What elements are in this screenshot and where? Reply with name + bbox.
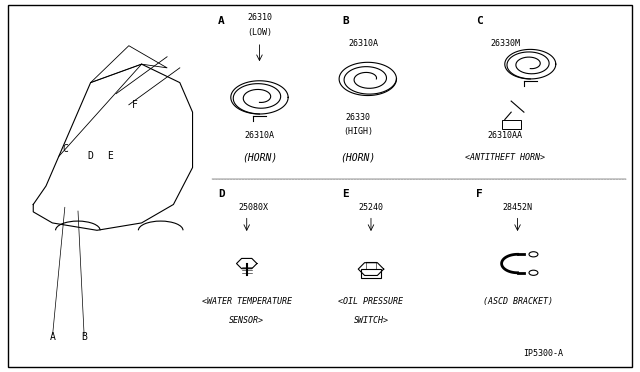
Text: 26310A: 26310A bbox=[244, 131, 275, 140]
Text: 26330M: 26330M bbox=[491, 39, 521, 48]
Text: 25080X: 25080X bbox=[238, 203, 268, 212]
Text: B: B bbox=[81, 332, 87, 342]
Text: B: B bbox=[342, 16, 349, 26]
Text: 28452N: 28452N bbox=[502, 203, 532, 212]
Text: <ANTITHEFT HORN>: <ANTITHEFT HORN> bbox=[465, 153, 545, 162]
Text: (HORN): (HORN) bbox=[242, 152, 277, 162]
Text: E: E bbox=[107, 151, 113, 161]
Text: (HIGH): (HIGH) bbox=[343, 127, 373, 136]
Text: 26310AA: 26310AA bbox=[487, 131, 522, 140]
Text: A: A bbox=[218, 16, 225, 26]
Text: SENSOR>: SENSOR> bbox=[229, 315, 264, 325]
Text: SWITCH>: SWITCH> bbox=[353, 315, 388, 325]
Text: (LOW): (LOW) bbox=[247, 28, 272, 36]
Text: D: D bbox=[88, 151, 93, 161]
Text: C: C bbox=[62, 144, 68, 154]
Text: C: C bbox=[476, 16, 483, 26]
Bar bbox=[362, 269, 381, 278]
Text: F: F bbox=[476, 189, 483, 199]
Text: <WATER TEMPERATURE: <WATER TEMPERATURE bbox=[202, 297, 292, 306]
Text: F: F bbox=[132, 100, 138, 110]
Bar bbox=[502, 119, 521, 129]
Text: (HORN): (HORN) bbox=[340, 152, 376, 162]
Text: <OIL PRESSURE: <OIL PRESSURE bbox=[339, 297, 403, 306]
Text: 26310A: 26310A bbox=[349, 39, 379, 48]
Text: 25240: 25240 bbox=[358, 203, 383, 212]
Text: E: E bbox=[342, 189, 349, 199]
Text: 26310: 26310 bbox=[247, 13, 272, 22]
Text: A: A bbox=[49, 332, 55, 342]
Text: 26330: 26330 bbox=[346, 113, 371, 122]
Text: D: D bbox=[218, 189, 225, 199]
Text: (ASCD BRACKET): (ASCD BRACKET) bbox=[483, 297, 552, 306]
Text: IP5300-A: IP5300-A bbox=[523, 349, 563, 358]
